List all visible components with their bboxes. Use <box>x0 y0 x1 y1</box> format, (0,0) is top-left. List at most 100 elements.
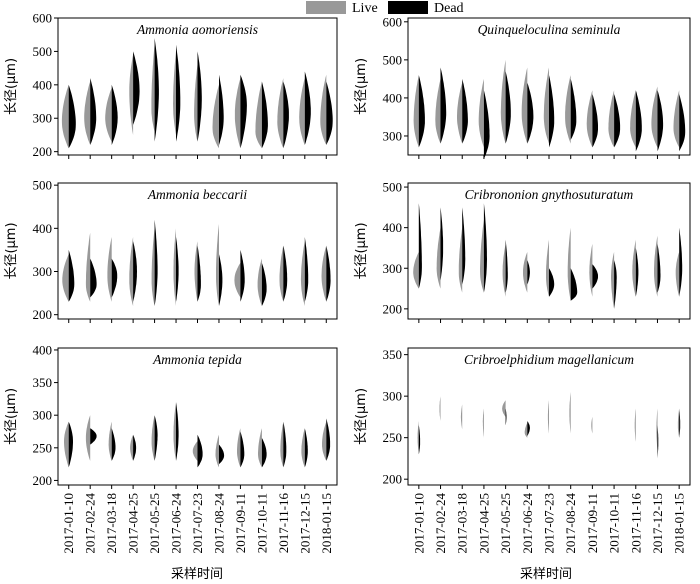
violin-live <box>521 67 528 144</box>
violin-dead <box>440 207 444 281</box>
violin-live <box>85 232 91 302</box>
y-tick-label: 250 <box>383 430 403 445</box>
y-tick-label: 300 <box>33 408 53 423</box>
violins <box>64 402 331 468</box>
violin-live <box>151 415 155 461</box>
violin-live <box>502 243 506 297</box>
violin-dead <box>197 434 203 468</box>
x-tick-label: 2017-02-24 <box>433 493 448 554</box>
violin-live <box>591 416 593 434</box>
violin-live <box>651 86 658 148</box>
y-tick-label: 400 <box>383 220 403 235</box>
violin-live <box>677 408 680 438</box>
panel-title: Cribroelphidium magellanicum <box>464 352 634 367</box>
violin-live <box>457 82 463 144</box>
x-axis-title-left: 采样时间 <box>171 567 223 582</box>
violin-live <box>439 396 441 422</box>
legend-live-swatch <box>306 1 346 14</box>
violin-live <box>64 421 69 468</box>
violin-dead <box>154 38 159 142</box>
violin-live <box>173 228 176 306</box>
violin-dead <box>679 408 681 438</box>
violin-live <box>257 258 262 306</box>
x-tick-label: 2017-09-11 <box>233 493 248 553</box>
violin-live <box>546 239 549 297</box>
y-tick-label: 200 <box>33 307 53 322</box>
violin-dead <box>219 254 223 306</box>
violin-dead <box>90 258 97 298</box>
panel-4: 200 300 400 500 Cribrononion gnythosuturatum… <box>354 180 691 323</box>
violin-dead <box>304 71 311 145</box>
violin-live <box>301 428 305 468</box>
violin-dead <box>90 78 97 145</box>
violin-live <box>565 75 571 144</box>
violin-dead <box>283 81 289 149</box>
violin-dead <box>219 74 224 145</box>
y-tick-label: 400 <box>33 77 53 92</box>
y-tick-label: 300 <box>383 389 403 404</box>
violin-live <box>258 428 262 468</box>
panel-title: Ammonia aomoriensis <box>136 22 258 37</box>
violin-dead <box>90 428 97 445</box>
y-tick-label: 350 <box>33 375 53 390</box>
panel-5: 200 250 300 350 400 2017-01-10 2017-02-24 2017-… <box>4 342 338 554</box>
violin-live <box>216 224 219 306</box>
violin-dead <box>261 438 267 468</box>
violin-dead <box>505 239 508 293</box>
violin-live <box>279 245 284 302</box>
violin-live <box>608 90 615 148</box>
x-tick-label: 2017-01-10 <box>61 493 76 554</box>
violin-live <box>61 84 69 149</box>
x-tick-label: 2017-05-25 <box>498 493 513 554</box>
violins <box>61 38 333 149</box>
violin-live <box>129 54 134 135</box>
violin-live <box>173 402 176 461</box>
violin-live <box>277 78 284 149</box>
violin-dead <box>240 74 247 149</box>
violin-dead <box>614 94 621 148</box>
violin-live <box>569 392 571 434</box>
violin-dead <box>240 249 245 302</box>
violin-live <box>192 441 198 461</box>
y-axis-label: 长径(μm) <box>4 58 19 115</box>
x-tick-label: 2017-10-11 <box>607 493 622 553</box>
y-tick-label: 250 <box>33 440 53 455</box>
panel-2: 300 400 500 600 Quinqueloculina seminula 长径(μ… <box>354 14 691 159</box>
y-tick-label: 500 <box>33 44 53 59</box>
y-tick-label: 200 <box>33 144 53 159</box>
x-tick-label: 2017-04-25 <box>476 493 491 554</box>
violin-dead <box>326 418 331 461</box>
violin-live <box>524 422 528 438</box>
violin-live <box>105 88 112 142</box>
x-tick-label: 2017-02-24 <box>83 493 98 554</box>
y-axis-label: 长径(μm) <box>4 388 19 445</box>
violin-dead <box>679 94 686 152</box>
violin-live <box>84 81 91 145</box>
violin-dead <box>176 237 179 302</box>
violins <box>413 203 683 309</box>
violins <box>62 219 331 306</box>
violin-live <box>675 252 680 297</box>
violin-live <box>212 84 219 149</box>
panel-3: 200 300 400 500 Ammonia beccarii 长径(μm) <box>4 178 338 323</box>
x-tick-label: 2017-01-10 <box>411 493 426 554</box>
x-tick-label: 2017-12-15 <box>650 493 665 554</box>
violin-live <box>62 254 69 302</box>
violin-dead <box>111 84 118 145</box>
violin-live <box>237 428 241 468</box>
x-tick-label: 2017-12-15 <box>297 493 312 554</box>
y-tick-label: 400 <box>33 342 53 357</box>
violins <box>413 59 686 159</box>
y-tick-label: 400 <box>383 90 403 105</box>
violin-live <box>321 245 327 302</box>
y-axis-label: 长径(μm) <box>4 222 19 279</box>
violin-live <box>413 252 419 289</box>
violin-dead <box>462 78 468 144</box>
violin-dead <box>111 428 116 461</box>
violin-live <box>589 243 593 297</box>
violin-dead <box>592 94 598 148</box>
violin-dead <box>154 415 158 461</box>
violin-live <box>656 408 658 451</box>
y-tick-label: 200 <box>33 473 53 488</box>
